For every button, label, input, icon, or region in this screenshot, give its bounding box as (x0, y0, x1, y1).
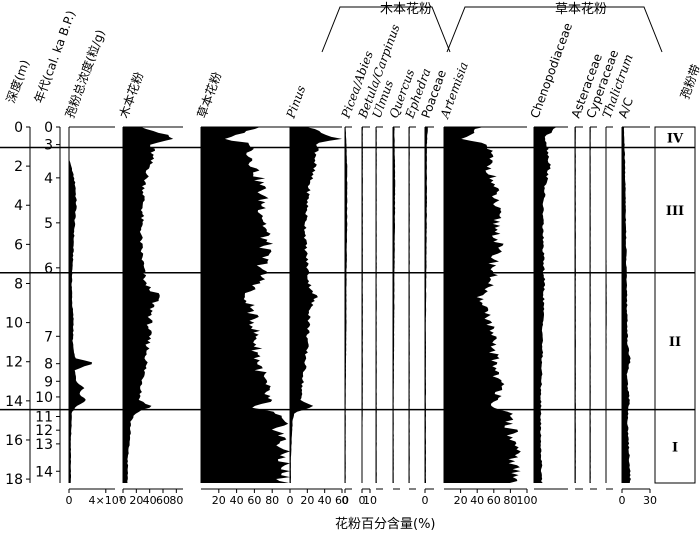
series-tick-label-1-3: 60 (156, 494, 170, 507)
series-profile-15 (622, 127, 631, 483)
series-tick-label-1-4: 80 (169, 494, 183, 507)
age-tick-label-3: 5 (44, 216, 53, 232)
zone-label-3: I (672, 440, 678, 455)
series-tick-label-3-0: 0 (287, 494, 294, 507)
age-tick-label-11: 13 (35, 437, 53, 453)
series-label-2: 草本花粉 (194, 70, 225, 120)
series-profile-11 (534, 127, 557, 483)
series-tick-label-10-1: 40 (470, 494, 484, 507)
series-tick-label-0-1: 4×10⁵ (88, 494, 123, 507)
age-tick-label-6: 8 (44, 357, 53, 373)
age-tick-label-1: 3 (44, 138, 53, 154)
zone-label-0: IV (667, 131, 684, 146)
series-tick-label-4-0: 0 (342, 494, 349, 507)
series-tick-label-3-2: 40 (318, 494, 332, 507)
age-tick-label-12: 14 (35, 464, 53, 480)
depth-tick-label-6: 12 (5, 355, 23, 371)
series-tick-label-1-0: 0 (120, 494, 127, 507)
zone-label-2: II (669, 335, 681, 350)
series-profile-7 (393, 127, 396, 483)
group-bracket-herbaceous (446, 6, 663, 53)
series-label-3: Pinus (283, 84, 308, 121)
series-tick-label-10-3: 80 (503, 494, 517, 507)
x-axis-label: 花粉百分含量(%) (335, 516, 436, 532)
series-profile-10 (444, 127, 521, 483)
series-tick-label-15-0: 0 (619, 494, 626, 507)
depth-tick-label-9: 18 (5, 472, 23, 488)
series-tick-label-3-3: 60 (335, 494, 349, 507)
depth-tick-label-3: 6 (14, 237, 23, 253)
series-label-15: A/C (616, 96, 636, 120)
age-tick-label-0: 0 (44, 120, 53, 136)
depth-tick-label-2: 4 (14, 198, 23, 214)
series-tick-label-5-0: 0 (359, 494, 366, 507)
series-profile-9 (425, 127, 428, 483)
series-profile-0 (69, 127, 93, 483)
series-tick-label-2-3: 80 (265, 494, 279, 507)
series-tick-label-3-1: 20 (300, 494, 314, 507)
age-tick-label-7: 9 (44, 374, 53, 390)
series-profile-3 (290, 127, 342, 483)
series-tick-label-1-2: 40 (143, 494, 157, 507)
series-tick-label-15-1: 30 (643, 494, 657, 507)
depth-tick-label-4: 8 (14, 276, 23, 292)
zone-header: 孢粉带 (678, 62, 700, 101)
column-labels: 孢粉总浓度(粒/g) 木本花粉 草本花粉 Pinus Picea/AbiesBetula… (62, 21, 636, 121)
group-label-herbaceous: 草本花粉 (555, 1, 607, 17)
series-tick-label-10-0: 20 (454, 494, 468, 507)
series-tick-label-10-2: 60 (487, 494, 501, 507)
series-tick-label-2-1: 40 (230, 494, 244, 507)
depth-tick-label-1: 2 (14, 159, 23, 175)
depth-tick-label-5: 10 (5, 316, 23, 332)
series-profile-4 (345, 127, 348, 483)
series-profile-2 (201, 127, 290, 483)
zone-label-1: III (666, 204, 684, 219)
series-tick-label-9-0: 0 (422, 494, 429, 507)
age-tick-label-4: 6 (44, 261, 53, 277)
group-bracket-arboreal (321, 6, 451, 53)
series-label-11: Chenopodiaceae (528, 21, 575, 120)
age-tick-label-2: 4 (44, 171, 53, 187)
age-tick-label-8: 10 (35, 390, 53, 406)
series-tick-label-1-1: 20 (129, 494, 143, 507)
series-tick-label-5-1: 10 (363, 494, 377, 507)
series-tick-label-10-4: 100 (517, 494, 538, 507)
depth-tick-label-8: 16 (5, 433, 23, 449)
series-label-0: 孢粉总浓度(粒/g) (62, 27, 108, 120)
age-tick-label-9: 11 (35, 409, 53, 425)
zone-box (654, 126, 696, 484)
series-label-1: 木本花粉 (116, 70, 147, 120)
age-tick-label-10: 12 (35, 423, 53, 439)
depth-tick-label-7: 14 (5, 394, 23, 410)
series-profile-1 (123, 127, 174, 483)
group-label-arboreal: 木本花粉 (380, 1, 432, 17)
depth-axis-label: 深度(m) (3, 58, 33, 105)
depth-tick-label-0: 0 (14, 120, 23, 136)
series-tick-label-2-2: 60 (247, 494, 261, 507)
profiles (69, 127, 631, 483)
age-tick-label-5: 7 (44, 329, 53, 345)
series-tick-label-2-0: 20 (212, 494, 226, 507)
series-tick-label-0-0: 0 (66, 494, 73, 507)
